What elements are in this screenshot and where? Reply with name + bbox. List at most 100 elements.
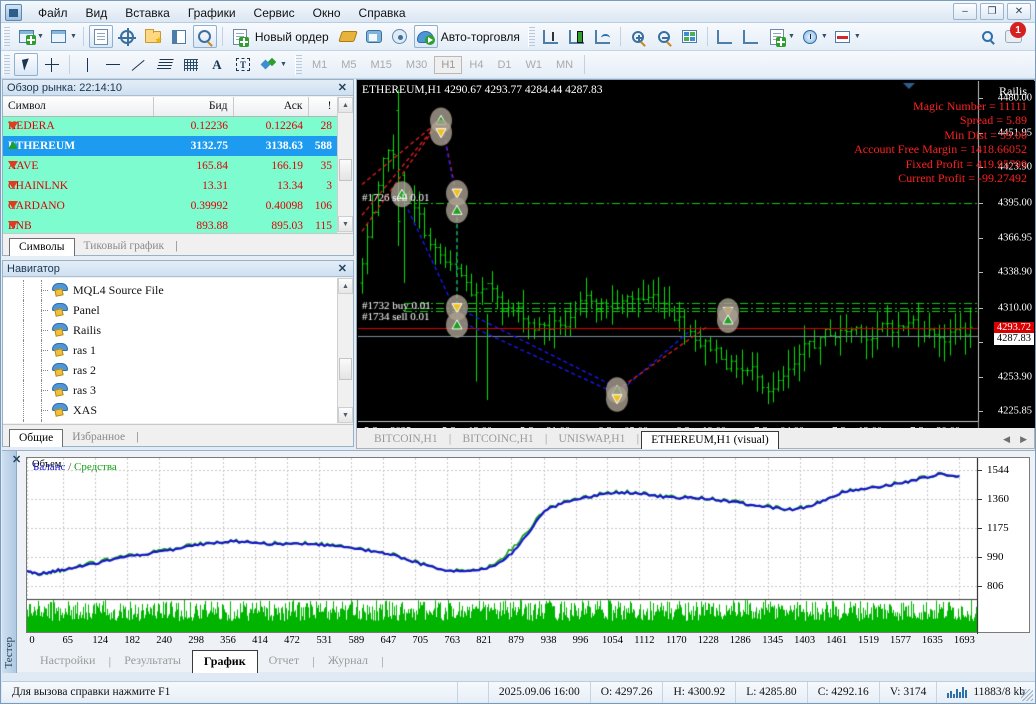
navigator-item[interactable]: ras 1 <box>3 340 353 360</box>
toolbar-grip-2[interactable] <box>527 26 535 47</box>
scroll-up-icon[interactable]: ▲ <box>338 97 353 113</box>
bar-chart-button[interactable] <box>539 25 563 48</box>
templates-dropdown-icon[interactable]: ▼ <box>787 33 795 40</box>
table-row[interactable]: AAVE 165.84 166.19 35 <box>3 156 337 176</box>
profiles-dropdown-icon[interactable]: ▼ <box>69 33 77 40</box>
tab-symbols[interactable]: Символы <box>9 238 75 256</box>
menu-item-charts[interactable]: Графики <box>187 5 236 20</box>
text-label-button[interactable]: T <box>231 53 255 76</box>
symbol-cell[interactable]: AAVE <box>8 160 39 172</box>
tile-windows-button[interactable] <box>678 25 702 48</box>
tester-vertical-tab[interactable]: ✕ Тестер <box>2 451 21 673</box>
navigator-item[interactable]: XAS <box>3 400 353 420</box>
minimize-button[interactable]: – <box>953 3 977 20</box>
chart-drawing-surface[interactable] <box>358 81 1035 447</box>
shapes-dropdown-icon[interactable]: ▼ <box>280 61 287 68</box>
period-button[interactable] <box>798 25 822 48</box>
autoscroll-button[interactable] <box>713 25 737 48</box>
symbol-cell[interactable]: CARDANO <box>8 200 65 212</box>
chart-canvas[interactable]: ETHEREUM,H1 4290.67 4293.77 4284.44 4287… <box>358 81 1035 447</box>
templates-button[interactable] <box>765 25 789 48</box>
market-watch-button[interactable] <box>88 25 113 48</box>
period-dropdown-icon[interactable]: ▼ <box>820 33 828 40</box>
nav-scroll-up-icon[interactable]: ▲ <box>338 278 353 294</box>
autotrading-label[interactable]: Авто-торговля <box>440 29 520 44</box>
chart-tab-scroll-right-icon[interactable]: ▶ <box>1020 434 1027 444</box>
status-connection[interactable]: 11883/8 kb <box>936 681 1035 703</box>
chart-tab-uniswap[interactable]: UNISWAP,H1 <box>558 433 626 445</box>
signals-button[interactable] <box>388 25 412 48</box>
zoom-in-button[interactable] <box>626 25 650 48</box>
menu-item-insert[interactable]: Вставка <box>125 5 170 20</box>
navigator-scrollbar[interactable]: ▲ ▼ <box>337 278 353 423</box>
table-row[interactable]: CARDANO 0.39992 0.40098 106 <box>3 196 337 216</box>
alerts-button[interactable]: 1 <box>1001 22 1026 48</box>
table-row[interactable]: BNB 893.88 895.03 115 <box>3 216 337 236</box>
new-chart-button[interactable] <box>14 25 38 48</box>
timeframe-grip[interactable] <box>294 54 302 75</box>
table-row[interactable]: ETHEREUM 3132.75 3138.63 588 <box>3 136 337 156</box>
tester-tab-graph[interactable]: График <box>191 650 258 673</box>
menu-item-view[interactable]: Вид <box>85 5 108 20</box>
chart-shift-button[interactable] <box>739 25 763 48</box>
symbol-cell[interactable]: CHAINLNK <box>8 180 69 192</box>
tester-graph[interactable]: Баланс / Средства Объем 806 990 1175 1360 15… <box>26 457 1030 634</box>
timeframe-m15[interactable]: M15 <box>370 58 392 71</box>
tab-tick-chart[interactable]: Тиковый график <box>83 240 165 252</box>
timeframe-h4[interactable]: H4 <box>469 58 484 71</box>
timeframe-m5[interactable]: M5 <box>341 58 357 71</box>
navigator-item[interactable]: Railis <box>3 320 353 340</box>
equidistant-channel-button[interactable] <box>153 53 177 76</box>
tab-favourites[interactable]: Избранное <box>72 431 126 443</box>
vertical-line-button[interactable] <box>75 53 99 76</box>
tester-tab-results[interactable]: Результаты <box>124 653 181 667</box>
menu-item-window[interactable]: Окно <box>312 5 341 20</box>
tester-tab-settings[interactable]: Настройки <box>40 653 96 667</box>
tab-common[interactable]: Общие <box>9 429 64 447</box>
timeframe-d1[interactable]: D1 <box>497 58 512 71</box>
strategy-tester-button[interactable] <box>192 25 217 48</box>
indicators-button[interactable] <box>831 25 855 48</box>
search-button[interactable] <box>975 25 999 48</box>
menu-item-tools[interactable]: Сервис <box>253 5 295 20</box>
tester-close-icon[interactable]: ✕ <box>12 454 22 466</box>
candle-chart-button[interactable] <box>565 25 589 48</box>
close-button[interactable]: ✕ <box>1007 3 1031 20</box>
fibonacci-button[interactable] <box>179 53 203 76</box>
tester-tab-journal[interactable]: Журнал <box>327 653 368 667</box>
crosshair-button[interactable] <box>40 53 64 76</box>
navigator-button[interactable]: ★ <box>141 25 165 48</box>
navigator-item[interactable]: ras 3 <box>3 380 353 400</box>
metaeditor-button[interactable] <box>336 25 360 48</box>
scroll-down-icon[interactable]: ▼ <box>338 216 353 232</box>
data-window-button[interactable] <box>115 25 139 48</box>
autotrading-button-icon[interactable] <box>413 25 438 48</box>
column-symbol[interactable]: Символ <box>3 97 154 117</box>
maximize-button[interactable]: ❐ <box>980 3 1004 20</box>
menu-item-help[interactable]: Справка <box>358 5 406 20</box>
symbol-cell[interactable]: ETHEREUM <box>8 140 76 152</box>
horizontal-line-button[interactable] <box>101 53 125 76</box>
new-order-button-icon[interactable] <box>228 25 252 48</box>
nav-scroll-down-icon[interactable]: ▼ <box>338 407 353 423</box>
timeframe-h1[interactable]: H1 <box>434 55 463 74</box>
line-chart-button[interactable] <box>591 25 615 48</box>
navigator-item[interactable]: MQL4 Source File <box>3 280 353 300</box>
scrollbar-thumb[interactable] <box>339 159 352 181</box>
navigator-close-icon[interactable]: ✕ <box>337 263 347 275</box>
terminal-button[interactable] <box>167 25 191 48</box>
timeframe-m1[interactable]: M1 <box>311 58 328 71</box>
timeframe-mn[interactable]: MN <box>556 58 574 71</box>
market-watch-scrollbar[interactable]: ▲ ▼ <box>337 97 353 232</box>
timeframe-m30[interactable]: M30 <box>405 58 428 71</box>
trendline-button[interactable] <box>127 53 151 76</box>
column-spread[interactable]: ! <box>308 97 338 117</box>
table-row[interactable]: HEDERA 0.12236 0.12264 28 <box>3 116 337 136</box>
chart-tab-ethereum-visual[interactable]: ETHEREUM,H1 (visual) <box>641 431 779 449</box>
shapes-button[interactable] <box>257 53 281 76</box>
nav-scrollbar-thumb[interactable] <box>339 358 352 380</box>
new-order-label[interactable]: Новый ордер <box>254 29 329 44</box>
navigator-item[interactable]: Panel <box>3 300 353 320</box>
price-axis[interactable]: 4480.00 4451.95 4423.90 4395.00 4366.95 4338.… <box>978 81 1035 421</box>
column-bid[interactable]: Бид <box>153 97 234 117</box>
